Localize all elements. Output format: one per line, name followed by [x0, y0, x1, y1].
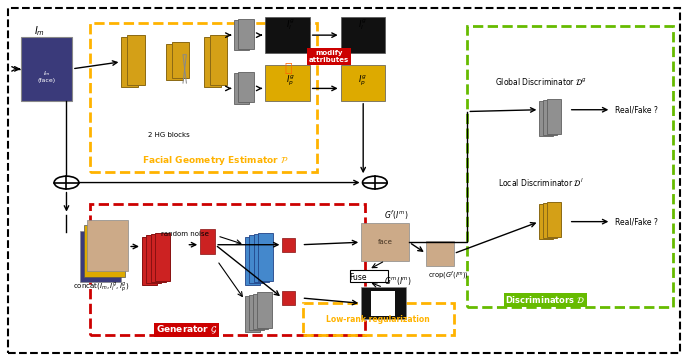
Text: Facial Geometry Estimator $\mathcal{P}$: Facial Geometry Estimator $\mathcal{P}$: [142, 154, 288, 166]
FancyBboxPatch shape: [142, 237, 157, 285]
FancyBboxPatch shape: [265, 65, 310, 101]
Text: $I_l^g$: $I_l^g$: [358, 17, 367, 32]
FancyBboxPatch shape: [282, 291, 294, 305]
FancyBboxPatch shape: [84, 225, 125, 277]
FancyBboxPatch shape: [258, 233, 273, 281]
FancyBboxPatch shape: [372, 291, 396, 316]
Text: Low-rank regularization: Low-rank regularization: [326, 315, 430, 324]
FancyBboxPatch shape: [547, 98, 561, 134]
Text: 2 HG blocks: 2 HG blocks: [149, 132, 190, 137]
Text: Discriminators $\mathcal{D}$: Discriminators $\mathcal{D}$: [505, 294, 585, 305]
FancyBboxPatch shape: [361, 287, 406, 319]
FancyBboxPatch shape: [151, 234, 166, 282]
Text: $I_m$
(face): $I_m$ (face): [38, 69, 56, 83]
FancyBboxPatch shape: [539, 204, 553, 240]
FancyBboxPatch shape: [172, 42, 189, 78]
FancyBboxPatch shape: [543, 203, 557, 238]
FancyBboxPatch shape: [239, 72, 254, 102]
FancyBboxPatch shape: [80, 231, 121, 282]
Text: random noise: random noise: [161, 231, 209, 237]
FancyBboxPatch shape: [547, 202, 561, 237]
Text: Fuse: Fuse: [350, 273, 367, 282]
Text: $G^f(I^m)$: $G^f(I^m)$: [384, 209, 408, 222]
FancyBboxPatch shape: [127, 35, 144, 85]
FancyBboxPatch shape: [210, 35, 227, 85]
Text: Global Discriminator $\mathcal{D}^g$: Global Discriminator $\mathcal{D}^g$: [495, 76, 587, 87]
FancyBboxPatch shape: [254, 234, 268, 282]
FancyBboxPatch shape: [253, 294, 268, 329]
FancyBboxPatch shape: [350, 270, 388, 282]
FancyBboxPatch shape: [166, 44, 183, 79]
FancyBboxPatch shape: [87, 220, 128, 271]
FancyBboxPatch shape: [282, 238, 294, 252]
Text: face: face: [378, 239, 393, 245]
Text: modify
attributes: modify attributes: [309, 50, 349, 63]
FancyBboxPatch shape: [147, 235, 162, 283]
FancyBboxPatch shape: [543, 100, 557, 135]
FancyBboxPatch shape: [21, 37, 72, 101]
FancyBboxPatch shape: [204, 37, 221, 87]
FancyBboxPatch shape: [249, 235, 264, 283]
Text: crop$(G^f(I^m))$: crop$(G^f(I^m))$: [428, 270, 469, 282]
Text: 🗺: 🗺: [284, 62, 292, 76]
Text: $I_l^g$: $I_l^g$: [286, 17, 294, 32]
FancyBboxPatch shape: [539, 101, 553, 136]
FancyBboxPatch shape: [245, 296, 259, 332]
Text: Real/Fake ?: Real/Fake ?: [614, 105, 658, 114]
Text: $I_m$: $I_m$: [34, 25, 45, 38]
FancyBboxPatch shape: [427, 241, 453, 266]
FancyBboxPatch shape: [239, 19, 254, 49]
FancyBboxPatch shape: [235, 73, 250, 103]
FancyBboxPatch shape: [245, 237, 259, 285]
Text: $I_p^g$: $I_p^g$: [286, 74, 294, 88]
FancyBboxPatch shape: [155, 233, 171, 281]
FancyBboxPatch shape: [249, 295, 264, 330]
FancyBboxPatch shape: [341, 18, 385, 53]
Circle shape: [363, 176, 387, 189]
Text: Generator $\mathcal{G}$: Generator $\mathcal{G}$: [155, 324, 217, 336]
Text: concat$(I_m, I_l^g, I_p^g)$: concat$(I_m, I_l^g, I_p^g)$: [73, 281, 129, 294]
FancyBboxPatch shape: [341, 65, 385, 101]
FancyBboxPatch shape: [235, 20, 250, 50]
FancyBboxPatch shape: [257, 292, 272, 328]
FancyBboxPatch shape: [121, 37, 138, 87]
FancyBboxPatch shape: [200, 229, 215, 253]
Circle shape: [54, 176, 79, 189]
Text: Local Discriminator $\mathcal{D}^l$: Local Discriminator $\mathcal{D}^l$: [498, 177, 584, 189]
FancyBboxPatch shape: [265, 18, 310, 53]
FancyBboxPatch shape: [361, 223, 409, 261]
Text: Real/Fake ?: Real/Fake ?: [614, 217, 658, 226]
Text: $G^m(I^m)$: $G^m(I^m)$: [384, 275, 411, 287]
Text: $I_p^g$: $I_p^g$: [358, 74, 367, 88]
